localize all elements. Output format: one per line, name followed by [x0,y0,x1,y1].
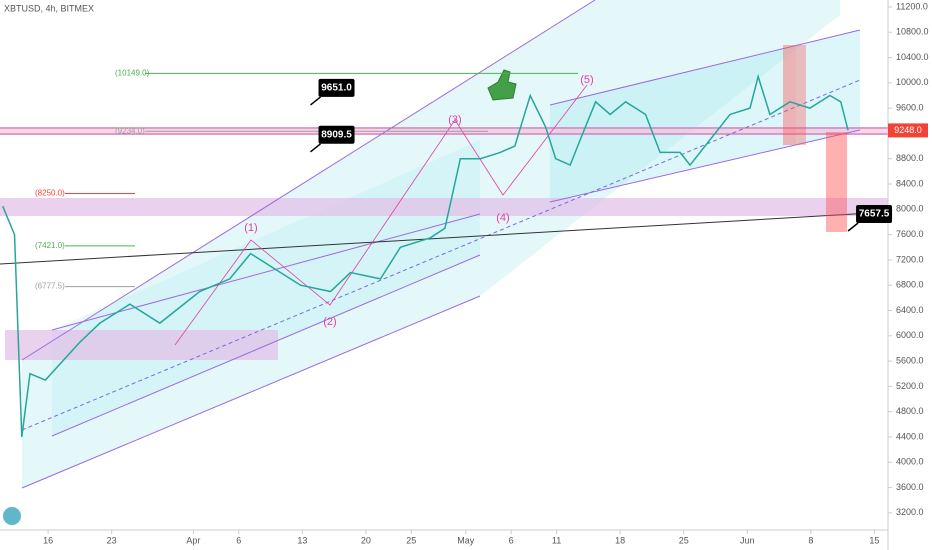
channel [22,0,840,488]
channel-line [51,254,481,437]
x-tick-label: Apr [186,535,200,545]
x-tick-label: 20 [361,535,371,545]
y-tick-label: 10400.0 [896,52,929,62]
y-tick-label: 8000.0 [896,204,924,214]
x-tick-label: 18 [615,535,625,545]
symbol-header: XBTUSD, 4h, BITMEX [4,3,94,13]
wave-label: (3) [448,114,461,126]
callout-label: 7657.5 [859,209,890,220]
x-tick-label: 25 [406,535,416,545]
y-tick-label: 8800.0 [896,153,924,163]
callout-pointer [847,222,859,232]
channel-line [21,295,481,489]
y-tick-label: 3600.0 [896,482,924,492]
wave-line [174,84,588,346]
price-line [2,73,849,438]
callout-label: 9651.0 [321,83,352,94]
channel-line [549,29,861,106]
y-tick-label: 4400.0 [896,431,924,441]
y-tick-label: 7200.0 [896,254,924,264]
fib-level-label: (8250.0) [35,189,65,198]
y-tick-label: 10000.0 [896,77,929,87]
wave-label: (4) [496,212,509,224]
x-tick-label: 15 [869,535,879,545]
y-tick-label: 6400.0 [896,305,924,315]
median-line [21,79,861,431]
y-tick-label: 8400.0 [896,178,924,188]
projection [783,45,796,145]
fib-level-label: (6777.5) [35,282,65,291]
callout-pointer [310,96,321,106]
channel [550,30,860,202]
y-tick-label: 6800.0 [896,280,924,290]
logo [3,507,21,525]
trend-line [0,211,889,265]
x-tick-label: 16 [43,535,53,545]
y-tick-label: 4800.0 [896,406,924,416]
fib-level-label: (10149.0) [115,69,150,78]
drawings [0,0,889,489]
projection [796,45,806,145]
x-tick-label: 13 [297,535,307,545]
callout-label: 8909.5 [321,129,352,140]
fib-level-label: (9234.0) [115,126,145,135]
channel-line [549,129,861,203]
x-tick-label: 25 [679,535,689,545]
x-tick-label: May [457,535,475,545]
thumbs-up-icon [487,69,517,101]
callout-box [318,78,355,97]
x-tick-label: 11 [552,535,561,545]
wave-label: (5) [580,74,593,86]
y-tick-label: 7600.0 [896,229,924,239]
zone [0,198,888,216]
x-tick-label: 8 [808,535,813,545]
y-tick-label: 11200.0 [896,1,928,11]
callout-pointer [310,143,321,153]
price-tag-label: 9248.0 [894,125,922,135]
y-tick-label: 10800.0 [896,27,929,37]
projection [826,132,847,232]
zone [5,330,278,360]
y-tick-label: 3200.0 [896,507,924,517]
y-tick-label: 6000.0 [896,330,924,340]
wave-label: (2) [323,316,336,328]
fib-level-label: (7421.0) [35,241,65,250]
callout-box [856,204,893,223]
y-tick-label: 5600.0 [896,355,924,365]
y-tick-label: 5200.0 [896,381,924,391]
price-tag [888,123,928,138]
channel-line [51,213,481,331]
y-tick-label: 9600.0 [896,103,924,113]
x-tick-label: 23 [107,535,117,545]
x-tick-label: Jun [740,535,755,545]
y-tick-label: 4000.0 [896,457,924,467]
x-tick-label: 6 [236,535,241,545]
wave-label: (1) [244,222,257,234]
x-tick-label: 6 [509,535,514,545]
callout-box [318,125,355,144]
channel-line [21,0,596,361]
